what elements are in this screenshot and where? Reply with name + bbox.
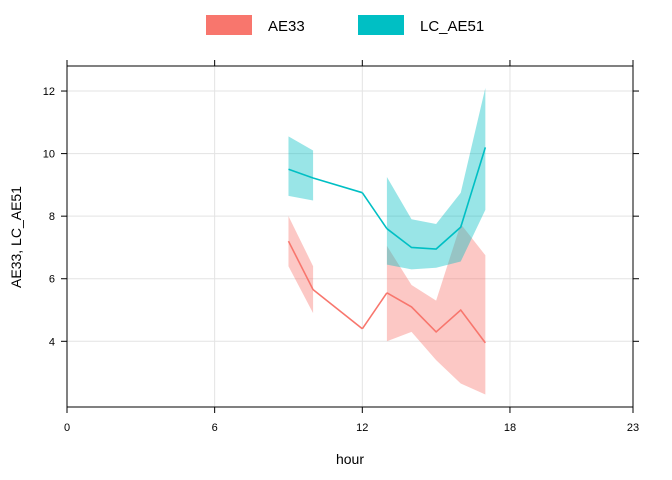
lc-ae51-line — [386, 147, 487, 250]
lc-ae51-line — [288, 168, 314, 179]
ae33-line — [386, 292, 486, 344]
legend-swatch-lc-ae51 — [358, 15, 404, 35]
lc-ae51-band — [386, 87, 486, 270]
y-tick-label: 8 — [49, 211, 55, 223]
x-tick-label: 18 — [504, 422, 516, 434]
lc-ae51-line-connector — [361, 192, 388, 230]
x-axis-title: hour — [336, 451, 364, 467]
x-tick-label: 23 — [627, 422, 639, 434]
series-lines — [287, 147, 487, 344]
x-tick-label: 0 — [64, 422, 70, 434]
y-tick-label: 10 — [43, 149, 55, 161]
ae33-line-connector — [312, 289, 363, 330]
ae33-band — [386, 223, 486, 395]
ae33-line-connector — [361, 292, 388, 330]
axes: 0 6 12 18 23 4 6 8 10 12 — [43, 60, 639, 434]
x-tick-label: 6 — [212, 422, 218, 434]
plot-background — [67, 66, 633, 407]
legend-label-lc-ae51: LC_AE51 — [420, 18, 484, 35]
y-tick-label: 6 — [49, 274, 55, 286]
y-tick-label: 12 — [43, 86, 55, 98]
legend-swatch-ae33 — [206, 15, 252, 35]
legend-label-ae33: AE33 — [268, 18, 305, 35]
y-axis-title: AE33, LC_AE51 — [8, 186, 24, 288]
lc-ae51-line-connector — [312, 177, 363, 194]
plot-border — [66, 65, 634, 408]
legend: AE33 LC_AE51 — [206, 15, 484, 35]
lc-ae51-band — [288, 136, 314, 201]
y-tick-label: 4 — [49, 336, 55, 348]
x-tick-label: 12 — [356, 422, 368, 434]
ae33-line — [287, 240, 314, 291]
